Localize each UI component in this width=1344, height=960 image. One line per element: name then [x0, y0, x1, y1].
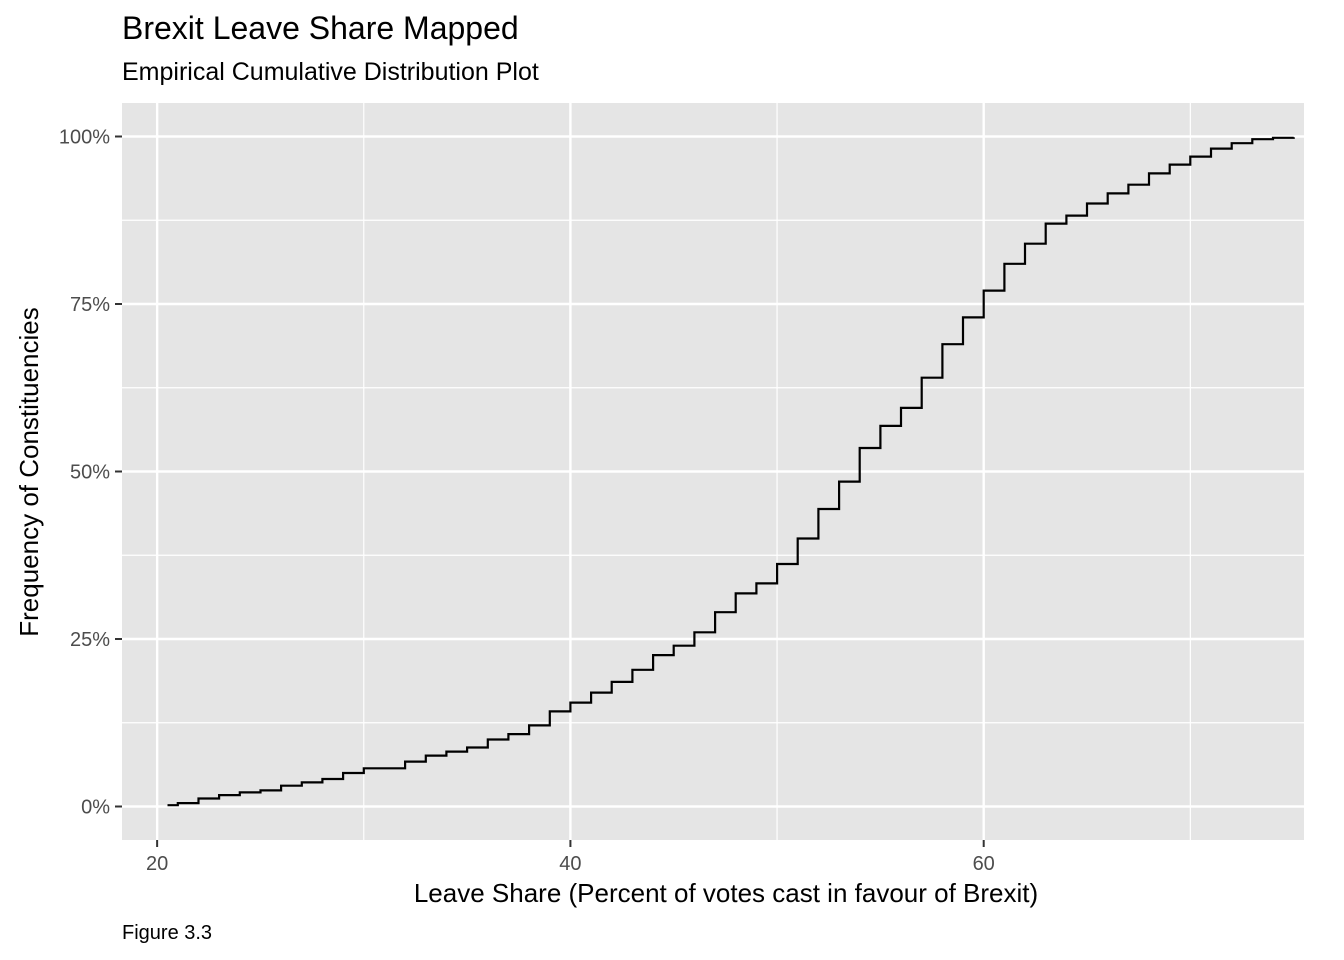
- y-axis-title: Frequency of Constituencies: [14, 307, 44, 637]
- x-tick-label: 60: [973, 853, 995, 875]
- ecdf-line: [167, 136, 1295, 807]
- x-tick-label: 40: [559, 853, 581, 875]
- series-layer: [167, 136, 1295, 807]
- y-tick-label: 50%: [70, 462, 110, 484]
- chart-title: Brexit Leave Share Mapped: [122, 10, 519, 46]
- x-axis-title: Leave Share (Percent of votes cast in fa…: [414, 878, 1038, 908]
- chart-subtitle: Empirical Cumulative Distribution Plot: [122, 58, 539, 86]
- chart-caption: Figure 3.3: [122, 922, 213, 944]
- y-tick-label: 25%: [70, 629, 110, 651]
- y-tick-label: 75%: [70, 294, 110, 316]
- grid: [122, 103, 1304, 840]
- x-tick-label: 20: [146, 853, 168, 875]
- y-tick-label: 0%: [81, 797, 110, 819]
- axes: 20 40 60 0% 25% 50% 75% 100%: [59, 127, 995, 876]
- y-tick-label: 100%: [59, 127, 110, 149]
